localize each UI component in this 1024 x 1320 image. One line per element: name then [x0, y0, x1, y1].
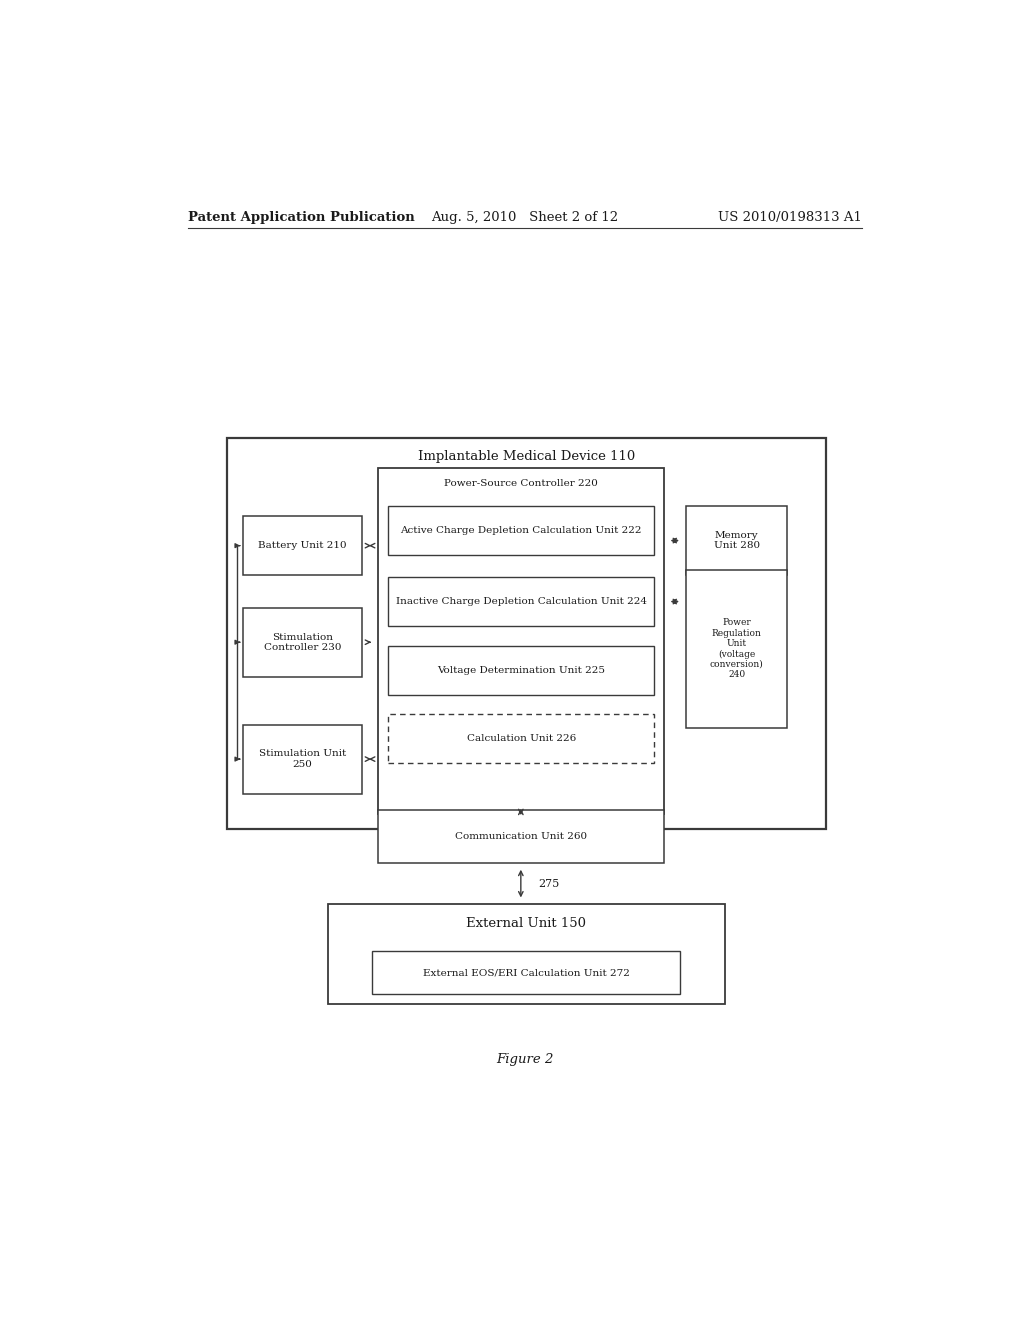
Text: Stimulation Unit
250: Stimulation Unit 250: [259, 750, 346, 768]
Bar: [328, 904, 725, 1005]
Text: Battery Unit 210: Battery Unit 210: [258, 541, 347, 550]
Bar: [378, 469, 664, 814]
Text: External EOS/ERI Calculation Unit 272: External EOS/ERI Calculation Unit 272: [423, 968, 630, 977]
Text: Patent Application Publication: Patent Application Publication: [187, 211, 415, 224]
Bar: [243, 516, 362, 576]
Text: Active Charge Depletion Calculation Unit 222: Active Charge Depletion Calculation Unit…: [400, 525, 642, 535]
Text: US 2010/0198313 A1: US 2010/0198313 A1: [718, 211, 862, 224]
Text: Implantable Medical Device 110: Implantable Medical Device 110: [418, 450, 636, 463]
Bar: [388, 577, 654, 626]
Bar: [243, 607, 362, 677]
Bar: [388, 506, 654, 554]
Text: Memory
Unit 280: Memory Unit 280: [714, 531, 760, 550]
Bar: [388, 647, 654, 696]
Text: Stimulation
Controller 230: Stimulation Controller 230: [264, 632, 341, 652]
Text: Communication Unit 260: Communication Unit 260: [455, 832, 587, 841]
Text: Figure 2: Figure 2: [496, 1053, 554, 1067]
Text: 275: 275: [539, 879, 559, 888]
Text: Aug. 5, 2010   Sheet 2 of 12: Aug. 5, 2010 Sheet 2 of 12: [431, 211, 618, 224]
Bar: [378, 810, 664, 863]
Text: Inactive Charge Depletion Calculation Unit 224: Inactive Charge Depletion Calculation Un…: [395, 597, 647, 606]
Text: Voltage Determination Unit 225: Voltage Determination Unit 225: [437, 667, 605, 675]
Text: Calculation Unit 226: Calculation Unit 226: [467, 734, 575, 743]
Bar: [227, 438, 826, 829]
Bar: [388, 714, 654, 763]
Bar: [373, 952, 680, 994]
Text: External Unit 150: External Unit 150: [466, 916, 587, 929]
Text: Power-Source Controller 220: Power-Source Controller 220: [443, 479, 598, 487]
Bar: [686, 506, 787, 576]
Text: Power
Regulation
Unit
(voltage
conversion)
240: Power Regulation Unit (voltage conversio…: [710, 618, 764, 680]
Bar: [686, 570, 787, 727]
Bar: [243, 725, 362, 793]
